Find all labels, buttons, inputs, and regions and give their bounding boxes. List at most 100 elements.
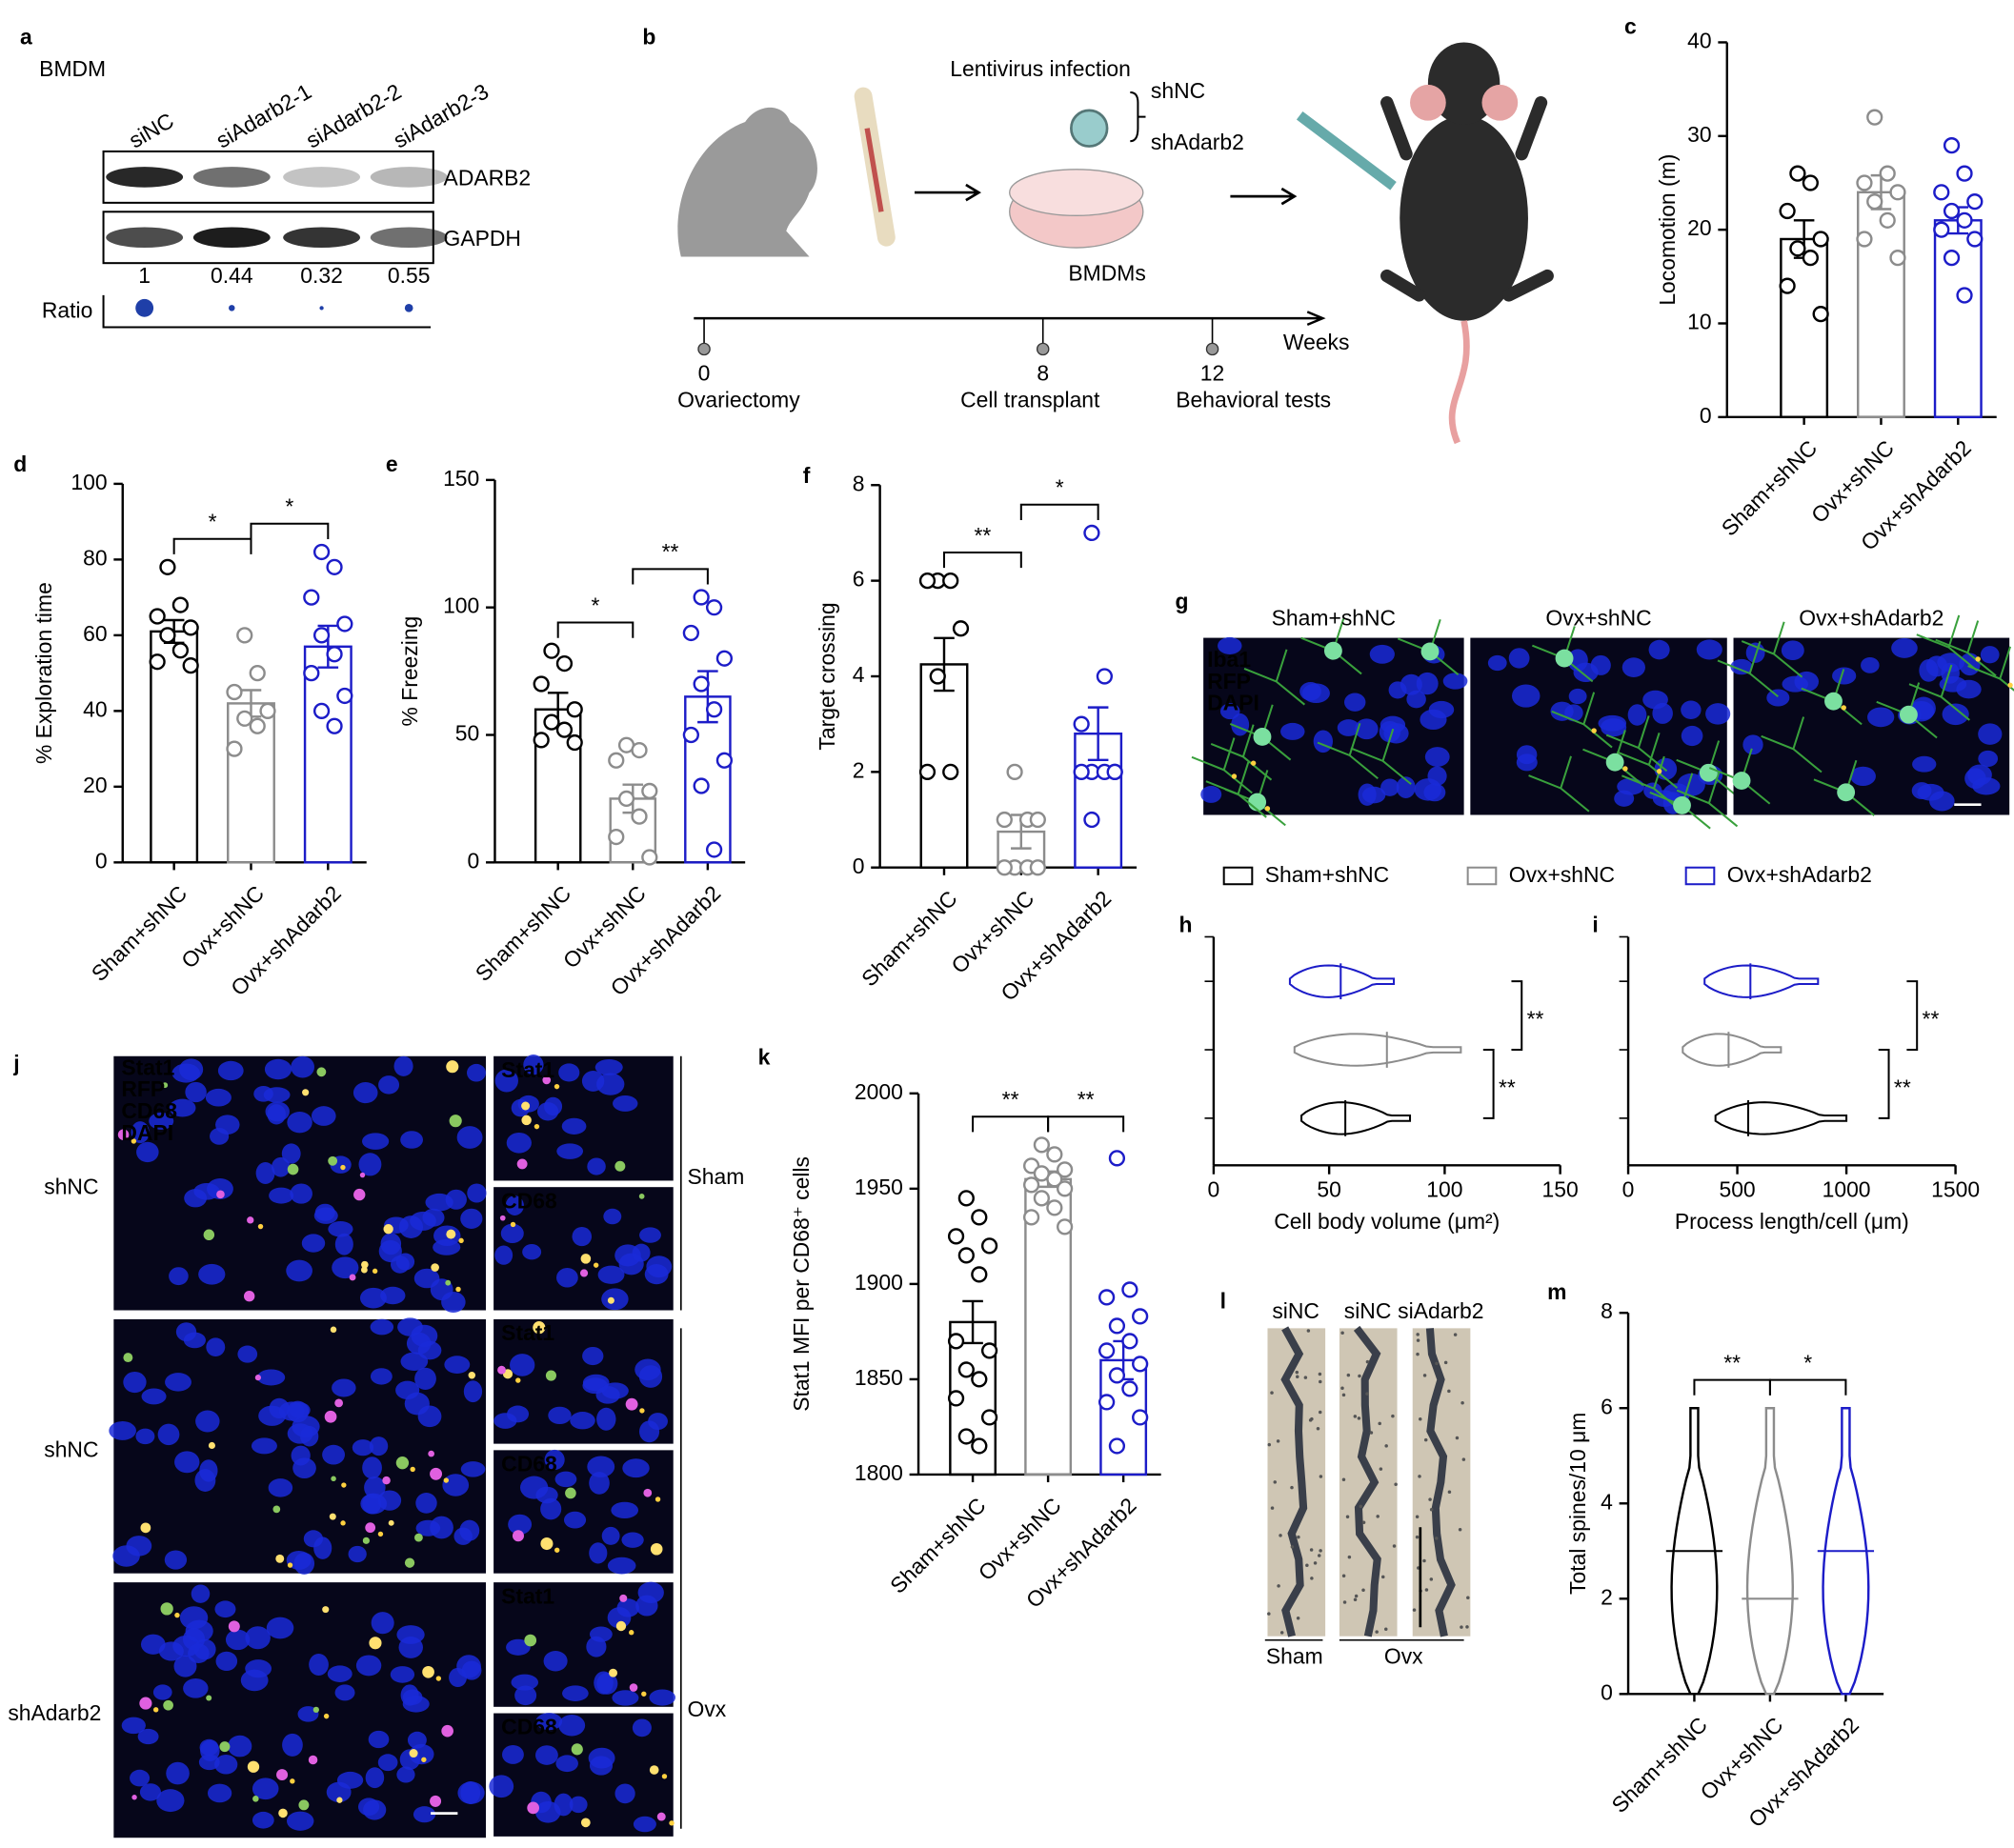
spot <box>162 1082 169 1089</box>
nucleus <box>511 1674 539 1691</box>
panel-label: b <box>642 24 655 49</box>
data-point <box>555 721 574 738</box>
nucleus <box>535 1745 558 1765</box>
data-point <box>226 740 243 757</box>
panel-label: g <box>1175 589 1188 613</box>
nucleus <box>1516 745 1538 765</box>
violin <box>1670 1407 1719 1696</box>
y-tick-label: 6 <box>853 567 865 592</box>
spot <box>441 1724 453 1738</box>
micrograph <box>1191 618 1468 827</box>
nucleus <box>1730 658 1753 675</box>
mouse-ear <box>1481 84 1519 121</box>
data-point <box>996 859 1013 876</box>
spot <box>638 1194 645 1199</box>
row-label: shNC <box>44 1437 98 1462</box>
data-point <box>947 1390 965 1407</box>
speck <box>1277 1584 1280 1588</box>
nucleus <box>622 1458 650 1478</box>
nucleus <box>158 1641 184 1661</box>
micrograph <box>1267 1326 1326 1637</box>
significance-bracket <box>172 537 252 554</box>
speck <box>1357 1416 1361 1420</box>
nucleus <box>1941 662 1960 684</box>
data-point <box>326 717 343 734</box>
process <box>1616 732 1679 789</box>
speck <box>1310 1577 1314 1580</box>
nucleus <box>292 1457 316 1479</box>
nucleus <box>570 1412 595 1430</box>
spot <box>580 1818 591 1828</box>
spot <box>123 1353 133 1363</box>
inset-label: CD68 <box>501 1188 557 1213</box>
nucleus <box>264 1058 292 1080</box>
speck <box>1365 1392 1369 1396</box>
nucleus <box>614 1783 635 1804</box>
y-tick-label: 1850 <box>855 1365 903 1390</box>
soma <box>1555 649 1574 668</box>
nucleus <box>493 1413 517 1429</box>
spot <box>527 1801 540 1815</box>
panel-label: l <box>1220 1288 1226 1313</box>
panel-label: h <box>1179 913 1193 937</box>
data-point <box>1943 202 1961 220</box>
spot <box>1622 766 1628 772</box>
nucleus <box>363 1799 387 1820</box>
column-label: siNC <box>1344 1298 1392 1323</box>
spot <box>254 1375 261 1381</box>
data-point <box>1073 763 1090 780</box>
nucleus <box>505 1195 524 1215</box>
nucleus <box>252 1811 274 1829</box>
nucleus <box>200 1739 220 1761</box>
data-point <box>1879 165 1896 182</box>
data-point <box>182 657 199 674</box>
dendrite <box>1425 1328 1456 1637</box>
speck <box>1435 1361 1439 1366</box>
nucleus <box>1416 672 1439 695</box>
nucleus <box>637 1581 664 1604</box>
micrograph <box>489 1713 675 1837</box>
data-point <box>918 763 937 780</box>
speck <box>1273 1480 1278 1484</box>
nucleus <box>441 1291 466 1313</box>
data-point <box>1073 715 1090 733</box>
nucleus <box>444 1356 471 1374</box>
nucleus <box>257 1369 286 1386</box>
nucleus <box>644 1264 669 1285</box>
data-point <box>1812 231 1829 248</box>
spot <box>131 1138 137 1144</box>
nucleus <box>171 1063 201 1083</box>
spot <box>349 1274 356 1281</box>
nucleus <box>174 1451 200 1474</box>
vector-brace <box>1130 90 1146 143</box>
y-axis-label: Stat1 MFI per CD68⁺ cells <box>789 1156 814 1412</box>
y-tick-label: 4 <box>1601 1489 1613 1514</box>
y-tick-label: 20 <box>1687 215 1711 240</box>
nucleus <box>561 1117 587 1135</box>
spot <box>524 1634 537 1647</box>
nucleus <box>1867 707 1895 728</box>
nucleus <box>1621 657 1645 677</box>
ratio-value: 0.55 <box>388 263 431 288</box>
process <box>1317 722 1379 780</box>
data-point <box>957 1428 975 1445</box>
nucleus <box>263 1087 291 1103</box>
nucleus <box>370 1318 394 1336</box>
y-tick-label: 80 <box>83 545 107 570</box>
nucleus <box>596 1673 618 1695</box>
y-axis-label: % Freezing <box>397 616 422 727</box>
data-point <box>631 741 648 759</box>
nucleus <box>1681 700 1702 719</box>
speck <box>1267 1612 1271 1616</box>
spot <box>383 1224 393 1235</box>
data-point <box>1046 1171 1063 1188</box>
nucleus <box>369 1436 389 1456</box>
spot <box>1231 773 1238 779</box>
band <box>283 167 360 188</box>
data-point <box>312 627 331 644</box>
nucleus <box>582 1346 604 1366</box>
process <box>1717 640 1779 698</box>
spot <box>446 1229 456 1239</box>
nucleus <box>463 1380 483 1403</box>
speck <box>1447 1490 1452 1495</box>
